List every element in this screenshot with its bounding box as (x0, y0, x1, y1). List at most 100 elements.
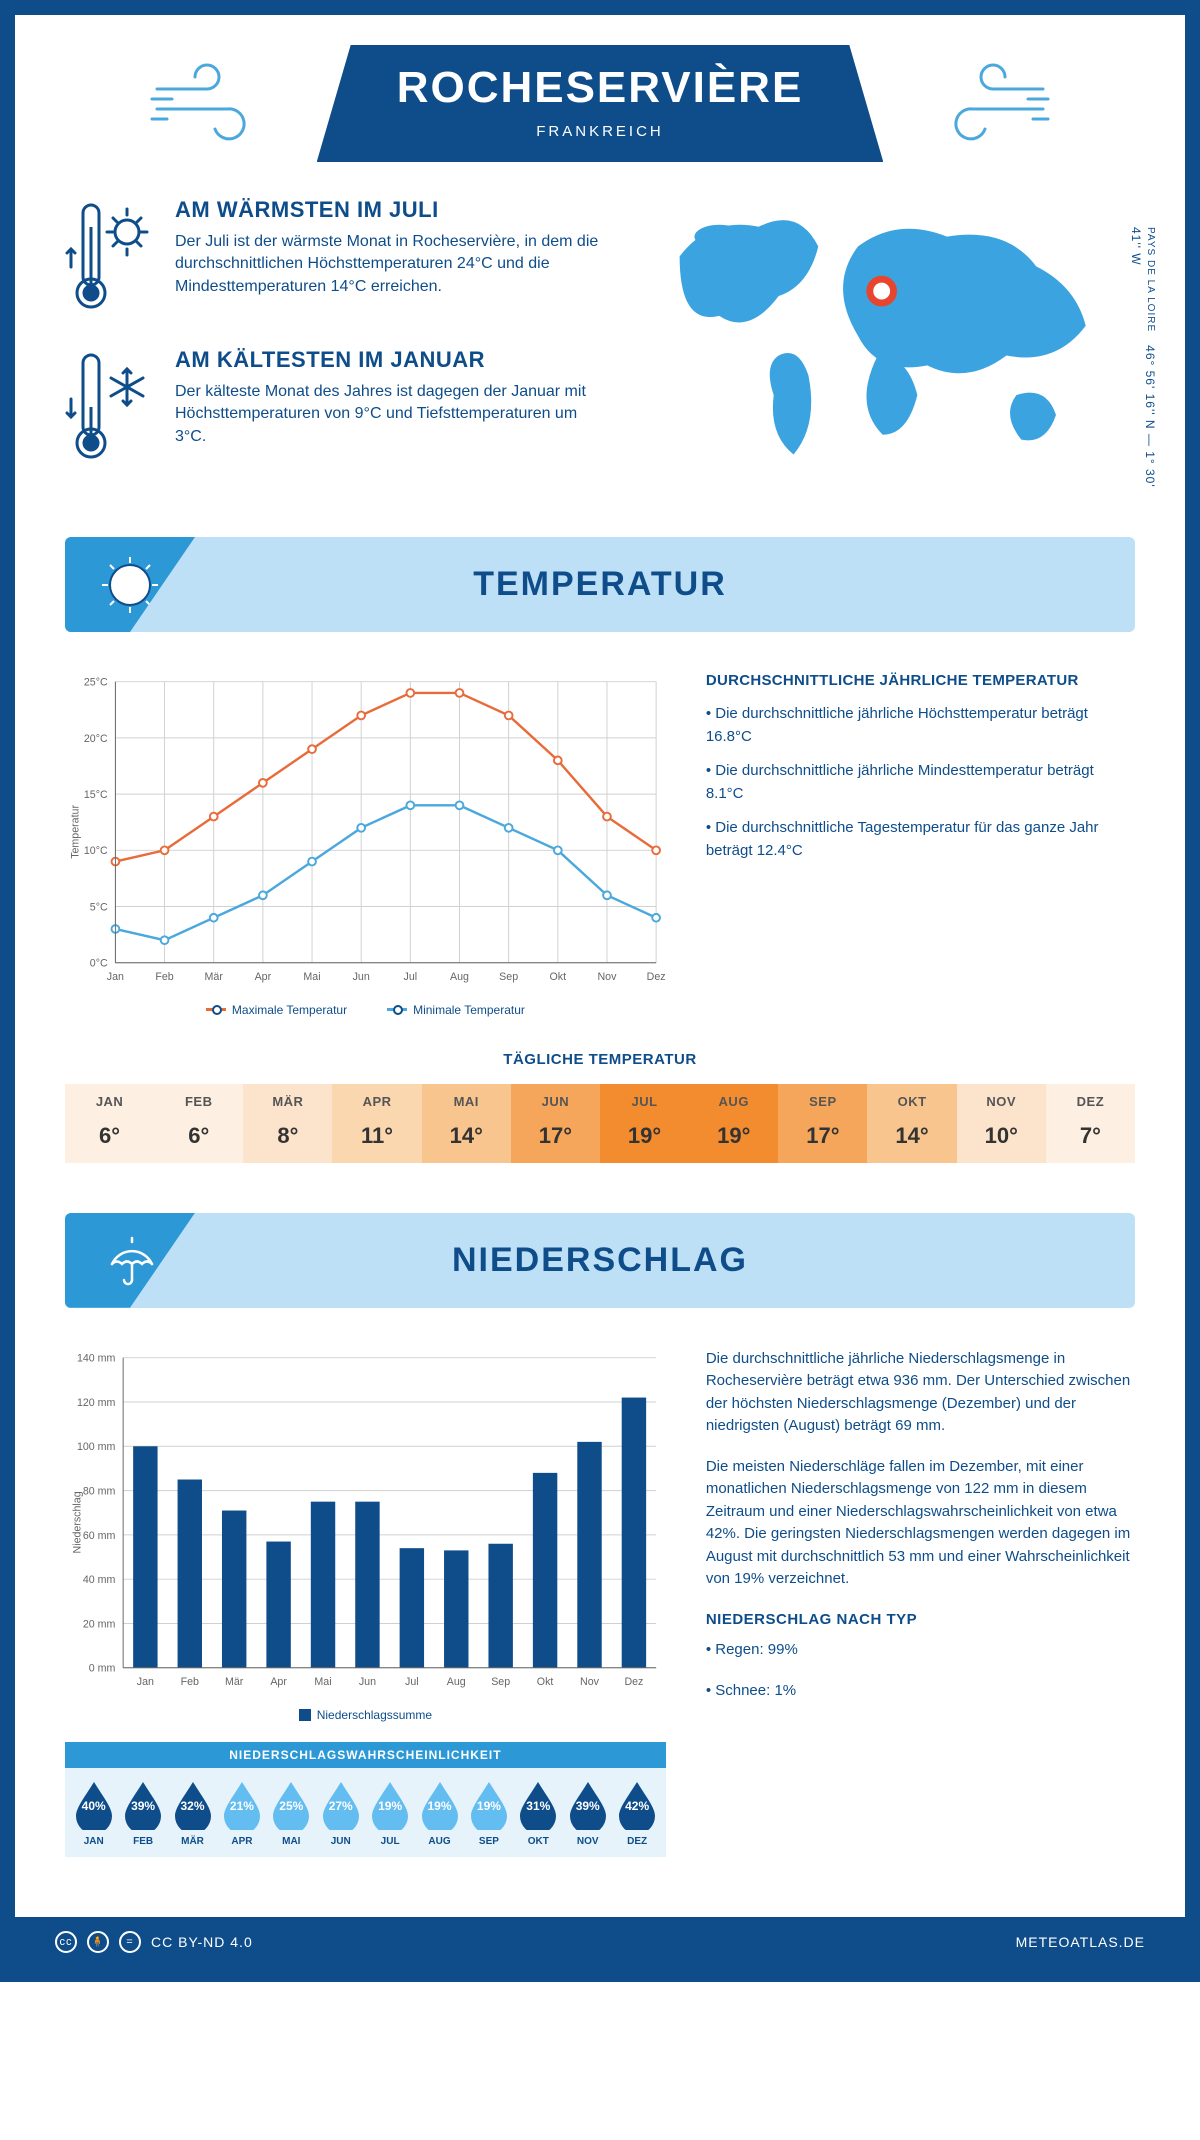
daily-cell: JAN6° (65, 1084, 154, 1163)
legend-max-swatch (206, 1008, 226, 1011)
nd-icon: = (119, 1931, 141, 1953)
section-title-temp: TEMPERATUR (65, 565, 1135, 604)
svg-text:120 mm: 120 mm (77, 1397, 116, 1409)
daily-cell: MÄR8° (243, 1084, 332, 1163)
daily-cell: NOV10° (957, 1084, 1046, 1163)
coldest-fact: AM KÄLTESTEN IM JANUAR Der kälteste Mona… (65, 347, 610, 467)
svg-text:Jul: Jul (405, 1676, 419, 1688)
title-banner: ROCHESERVIÈRE FRANKREICH (317, 45, 884, 162)
svg-text:Okt: Okt (550, 971, 567, 983)
svg-text:Mai: Mai (303, 971, 320, 983)
prob-cell: 21% APR (217, 1780, 266, 1847)
svg-text:Temperatur: Temperatur (70, 805, 82, 859)
temperature-line-chart: 0°C 5°C 10°C 15°C 20°C 25°C Jan Feb Mär Apr Mai Jun… (65, 672, 666, 1017)
svg-text:20 mm: 20 mm (83, 1618, 116, 1630)
coordinates: PAYS DE LA LOIRE 46° 56' 16'' N — 1° 30'… (1129, 227, 1157, 497)
svg-text:Dez: Dez (647, 971, 666, 983)
svg-text:0°C: 0°C (90, 958, 108, 970)
svg-text:Sep: Sep (491, 1676, 510, 1688)
svg-text:Okt: Okt (537, 1676, 554, 1688)
svg-text:25°C: 25°C (84, 677, 108, 689)
coldest-title: AM KÄLTESTEN IM JANUAR (175, 347, 610, 373)
svg-text:Mai: Mai (314, 1676, 331, 1688)
warmest-title: AM WÄRMSTEN IM JULI (175, 197, 610, 223)
svg-text:5°C: 5°C (90, 901, 108, 913)
prob-cell: 19% JUL (365, 1780, 414, 1847)
svg-text:80 mm: 80 mm (83, 1485, 116, 1497)
svg-text:Feb: Feb (181, 1676, 199, 1688)
footer: cc 🧍 = CC BY-ND 4.0 METEOATLAS.DE (15, 1917, 1185, 1967)
warmest-text: Der Juli ist der wärmste Monat in Roches… (175, 231, 610, 298)
svg-text:Sep: Sep (499, 971, 518, 983)
prob-cell: 40% JAN (69, 1780, 118, 1847)
section-title-precip: NIEDERSCHLAG (65, 1241, 1135, 1280)
country-name: FRANKREICH (397, 123, 804, 140)
cc-icon: cc (55, 1931, 77, 1953)
svg-text:Jul: Jul (404, 971, 418, 983)
prob-cell: 19% SEP (464, 1780, 513, 1847)
daily-cell: DEZ7° (1046, 1084, 1135, 1163)
prob-cell: 27% JUN (316, 1780, 365, 1847)
svg-text:40 mm: 40 mm (83, 1574, 116, 1586)
prob-cell: 39% FEB (118, 1780, 167, 1847)
prob-cell: 31% OKT (514, 1780, 563, 1847)
daily-cell: FEB6° (154, 1084, 243, 1163)
umbrella-icon (100, 1230, 160, 1290)
svg-text:60 mm: 60 mm (83, 1530, 116, 1542)
coldest-text: Der kälteste Monat des Jahres ist dagege… (175, 381, 610, 448)
legend-min-swatch (387, 1008, 407, 1011)
temp-legend: Maximale Temperatur Minimale Temperatur (65, 1003, 666, 1017)
svg-text:10°C: 10°C (84, 845, 108, 857)
svg-text:Jun: Jun (353, 971, 370, 983)
svg-text:15°C: 15°C (84, 789, 108, 801)
svg-text:Dez: Dez (624, 1676, 643, 1688)
svg-text:Jan: Jan (137, 1676, 154, 1688)
daily-cell: AUG19° (689, 1084, 778, 1163)
svg-text:Jan: Jan (107, 971, 124, 983)
daily-temp-table: JAN6° FEB6° MÄR8° APR11° MAI14° JUN17° J… (65, 1084, 1135, 1163)
precip-section-header: NIEDERSCHLAG (65, 1213, 1135, 1308)
prob-cell: 19% AUG (415, 1780, 464, 1847)
svg-text:Apr: Apr (270, 1676, 287, 1688)
svg-text:Feb: Feb (155, 971, 173, 983)
svg-text:Nov: Nov (580, 1676, 600, 1688)
thermometer-sun-icon (65, 197, 155, 317)
site-name: METEOATLAS.DE (1016, 1934, 1145, 1950)
temperature-section-header: TEMPERATUR (65, 537, 1135, 632)
daily-cell: JUN17° (511, 1084, 600, 1163)
svg-text:Niederschlag: Niederschlag (72, 1491, 84, 1553)
temp-facts: DURCHSCHNITTLICHE JÄHRLICHE TEMPERATUR •… (706, 672, 1135, 1017)
precip-probability: NIEDERSCHLAGSWAHRSCHEINLICHKEIT 40% JAN … (65, 1742, 666, 1857)
header: ROCHESERVIÈRE FRANKREICH (15, 15, 1185, 187)
daily-cell: APR11° (332, 1084, 421, 1163)
city-name: ROCHESERVIÈRE (397, 63, 804, 113)
prob-cell: 39% NOV (563, 1780, 612, 1847)
svg-text:Apr: Apr (255, 971, 272, 983)
svg-text:0 mm: 0 mm (89, 1662, 116, 1674)
warmest-fact: AM WÄRMSTEN IM JULI Der Juli ist der wär… (65, 197, 610, 317)
svg-text:100 mm: 100 mm (77, 1441, 116, 1453)
daily-temp-title: TÄGLICHE TEMPERATUR (15, 1051, 1185, 1068)
svg-text:Jun: Jun (359, 1676, 376, 1688)
prob-cell: 25% MAI (267, 1780, 316, 1847)
world-map: PAYS DE LA LOIRE 46° 56' 16'' N — 1° 30'… (640, 197, 1135, 497)
prob-cell: 32% MÄR (168, 1780, 217, 1847)
license: cc 🧍 = CC BY-ND 4.0 (55, 1931, 253, 1953)
thermometer-snow-icon (65, 347, 155, 467)
precip-legend: Niederschlagssumme (65, 1708, 666, 1722)
svg-text:140 mm: 140 mm (77, 1352, 116, 1364)
svg-text:Aug: Aug (447, 1676, 466, 1688)
wind-icon-left (147, 54, 277, 154)
daily-cell: SEP17° (778, 1084, 867, 1163)
svg-text:20°C: 20°C (84, 733, 108, 745)
svg-text:Nov: Nov (597, 971, 617, 983)
prob-cell: 42% DEZ (612, 1780, 661, 1847)
wind-icon-right (923, 54, 1053, 154)
svg-text:Aug: Aug (450, 971, 469, 983)
precip-text: Die durchschnittliche jährliche Niedersc… (706, 1348, 1135, 1887)
daily-cell: OKT14° (867, 1084, 956, 1163)
svg-text:Mär: Mär (205, 971, 224, 983)
daily-cell: JUL19° (600, 1084, 689, 1163)
by-icon: 🧍 (87, 1931, 109, 1953)
daily-cell: MAI14° (422, 1084, 511, 1163)
